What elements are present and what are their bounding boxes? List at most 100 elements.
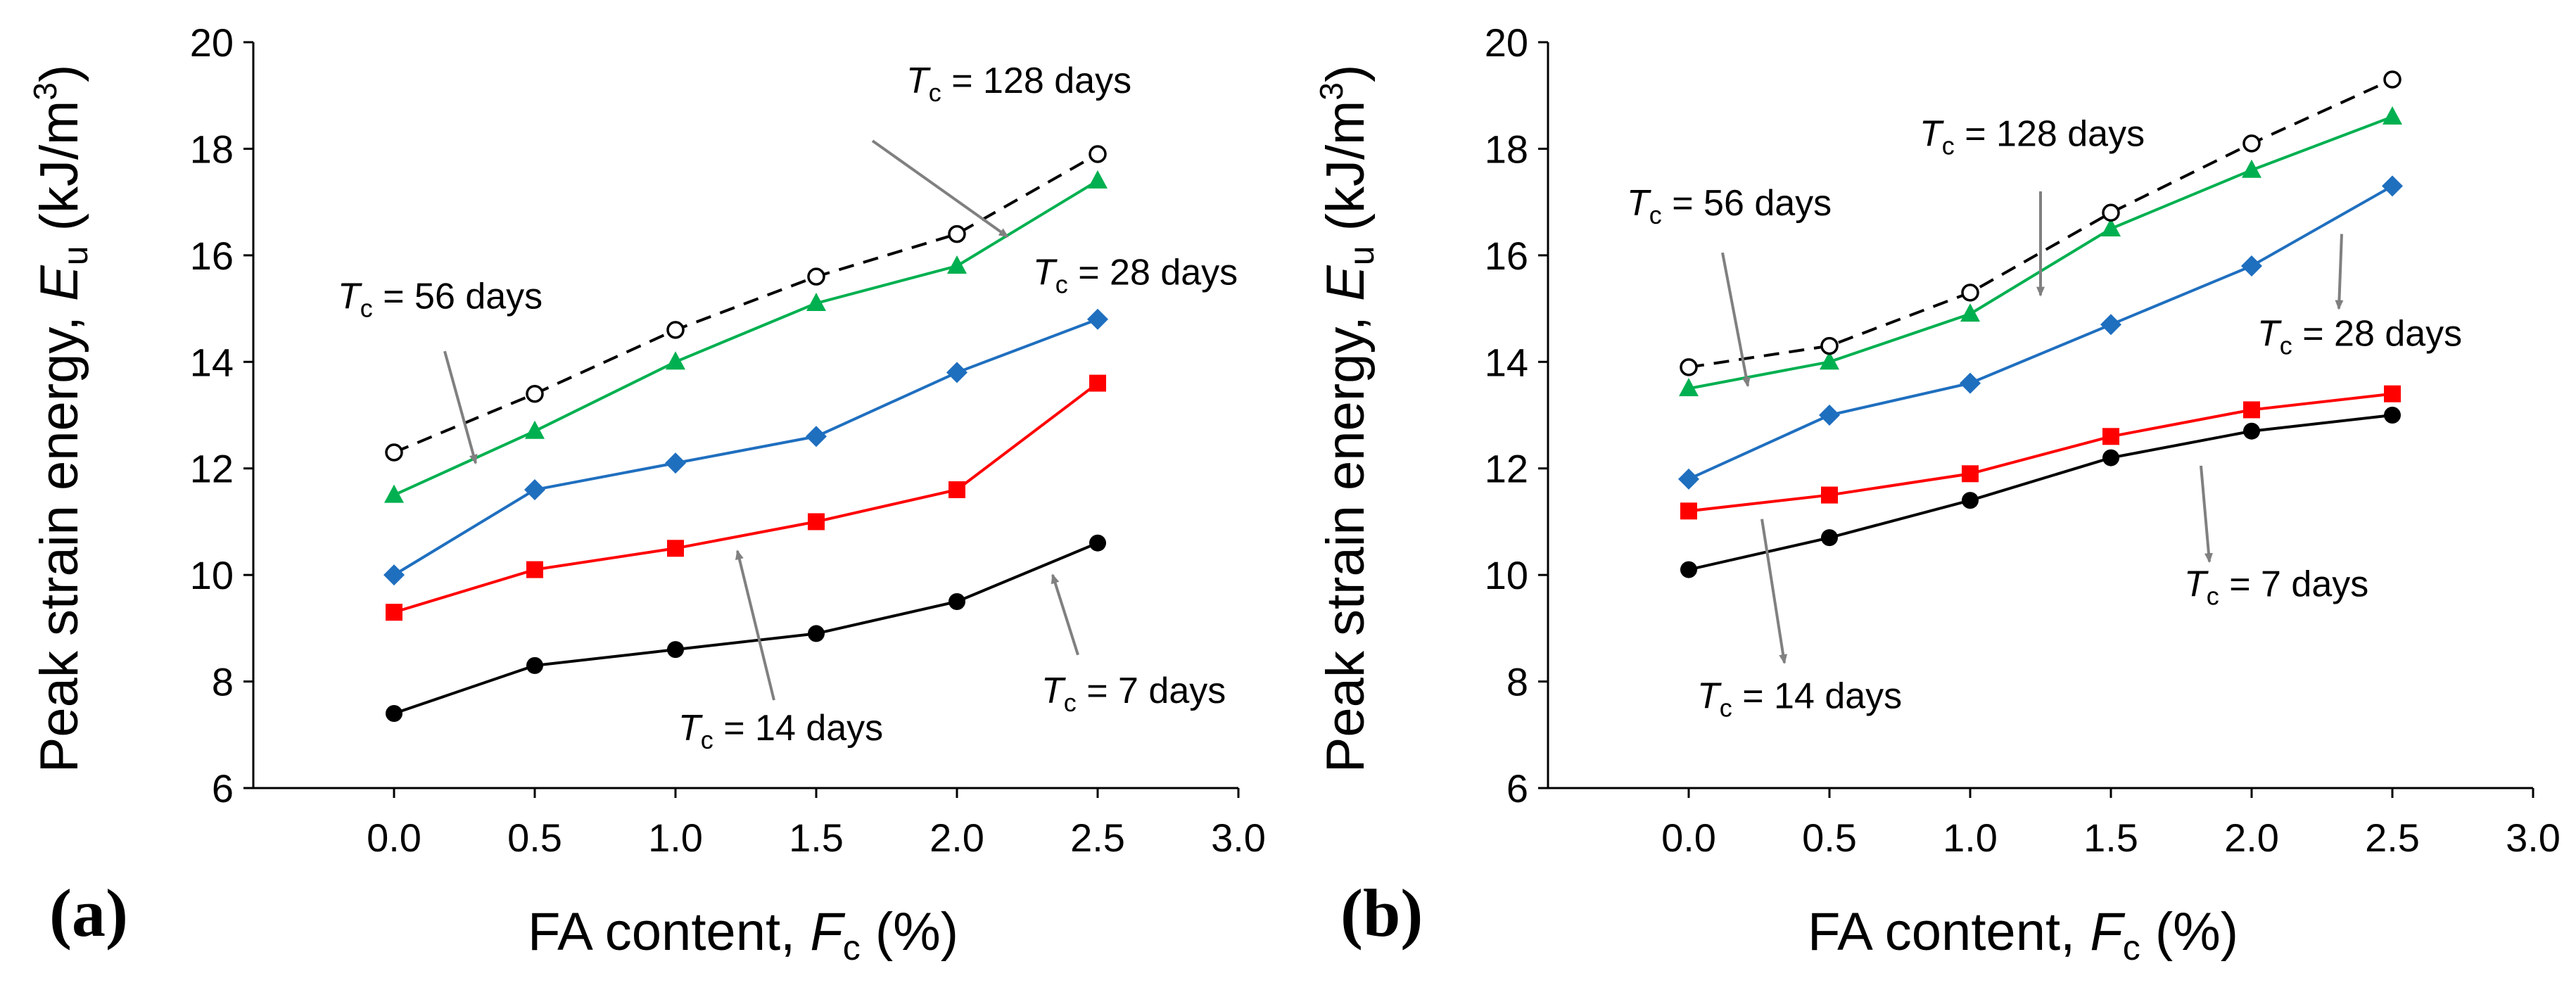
data-point-t14 — [2102, 428, 2119, 445]
data-point-t7 — [1680, 561, 1697, 578]
plot-layer-b: 6 8 10 12 14 16 18 20 0.0 0.5 1.0 1.5 2.0 2.5 3.0 Tc = … — [1485, 20, 2561, 860]
annotation-label: Tc = 7 days — [2184, 564, 2368, 610]
annotation-label: Tc = 7 days — [1041, 671, 1226, 717]
annotation-arrow — [735, 550, 775, 701]
data-point-t128 — [1089, 145, 1107, 163]
data-point-t28 — [2382, 175, 2403, 197]
data-point-t28 — [2241, 255, 2262, 277]
x-tick-label: 2.0 — [929, 816, 984, 860]
data-point-t7 — [2243, 422, 2260, 440]
data-point-t14 — [1821, 486, 1838, 504]
x-tick-label: 0.5 — [507, 816, 562, 860]
annotation: Tc = 28 days — [1033, 253, 1238, 299]
annotation-label: Tc = 14 days — [678, 708, 883, 754]
series-line-t14 — [393, 381, 1099, 614]
series-t128 — [1680, 70, 2401, 376]
x-tick-label: 2.0 — [2224, 816, 2279, 860]
data-point-t56 — [947, 255, 967, 274]
series-t7 — [1680, 407, 2401, 578]
data-point-t14 — [2243, 401, 2260, 419]
series-line-t28 — [393, 317, 1098, 576]
data-point-t56 — [1088, 170, 1108, 189]
y-tick-label: 6 — [212, 766, 234, 811]
series-line-t56 — [393, 179, 1099, 497]
y-axis-title-a: Peak strain energy, Eu (kJ/m3) — [27, 65, 95, 773]
series-t28 — [1678, 175, 2403, 490]
data-point-t28 — [1819, 405, 1840, 426]
y-tick-label: 8 — [1506, 660, 1528, 704]
annotation-label: Tc = 128 days — [906, 61, 1131, 107]
data-point-t128 — [2102, 203, 2120, 222]
y-tick-label: 14 — [190, 340, 234, 384]
data-point-t56 — [806, 293, 826, 311]
series-line-t28 — [1688, 184, 2393, 481]
annotation-arrow — [1051, 573, 1079, 656]
annotation: Tc = 14 days — [678, 550, 883, 754]
y-tick-label: 18 — [190, 127, 234, 171]
panel-label-b: (b) — [1340, 875, 1423, 951]
data-point-t28 — [665, 452, 686, 474]
data-point-t128 — [385, 443, 403, 462]
data-point-t14 — [2384, 385, 2401, 402]
data-point-t7 — [667, 641, 684, 659]
plot-layer-a: 6 8 10 12 14 16 18 20 0.0 0.5 1.0 1.5 2.0 2.5 3.0 Tc = … — [190, 20, 1266, 860]
data-point-t56 — [1679, 378, 1699, 397]
data-point-t128 — [948, 224, 966, 243]
data-point-t14 — [808, 513, 825, 531]
data-point-t28 — [2100, 314, 2121, 336]
x-tick-label: 1.0 — [648, 816, 703, 860]
annotation: Tc = 14 days — [1697, 519, 1902, 722]
series-line-t14 — [1688, 392, 2393, 513]
data-point-t128 — [2242, 134, 2261, 153]
series-t14 — [1680, 385, 2401, 520]
y-tick-label: 20 — [190, 20, 234, 65]
x-tick-label: 0.0 — [1661, 816, 1716, 860]
y-tick-label: 20 — [1485, 20, 1528, 65]
data-point-t128 — [1820, 336, 1839, 355]
data-point-t14 — [1089, 374, 1106, 392]
data-point-t56 — [384, 484, 404, 503]
annotation-arrow — [2200, 465, 2213, 564]
annotation-arrow — [2335, 234, 2344, 310]
data-point-t56 — [2383, 106, 2402, 125]
data-point-t128 — [2383, 70, 2401, 89]
data-point-t14 — [667, 540, 684, 557]
y-tick-label: 10 — [190, 553, 234, 597]
data-point-t14 — [1962, 465, 1979, 483]
data-point-t7 — [1089, 534, 1106, 552]
annotation: Tc = 28 days — [2257, 234, 2462, 360]
series-line-t128 — [1688, 78, 2393, 369]
data-point-t128 — [1961, 284, 1979, 302]
x-tick-label: 3.0 — [1211, 816, 1266, 860]
y-tick-label: 16 — [1485, 234, 1528, 278]
series-t56 — [384, 170, 1108, 503]
data-point-t128 — [666, 321, 685, 339]
data-point-t14 — [386, 604, 402, 621]
annotation-arrow — [871, 139, 1009, 238]
annotation-label: Tc = 56 days — [338, 277, 543, 323]
data-point-t7 — [808, 625, 825, 642]
data-point-t128 — [807, 267, 825, 286]
data-point-t56 — [2242, 159, 2261, 178]
annotation-label: Tc = 128 days — [1920, 114, 2145, 160]
series-line-t7 — [1688, 414, 2393, 571]
y-tick-label: 6 — [1506, 766, 1528, 811]
annotation-label: Tc = 28 days — [1033, 253, 1238, 299]
panel-label-a: (a) — [49, 875, 128, 951]
chart-panel-a: 6 8 10 12 14 16 18 20 0.0 0.5 1.0 1.5 2.0 2.5 3.0 Tc = … — [27, 20, 1266, 967]
annotation: Tc = 128 days — [871, 61, 1131, 238]
data-point-t56 — [666, 351, 685, 370]
data-point-t56 — [525, 420, 545, 439]
series-t28 — [383, 308, 1108, 586]
x-tick-label: 1.0 — [1943, 816, 1998, 860]
data-point-t28 — [806, 426, 827, 448]
annotation: Tc = 7 days — [1041, 573, 1226, 717]
y-tick-label: 18 — [1485, 127, 1528, 171]
data-point-t28 — [1678, 468, 1699, 490]
data-point-t14 — [1680, 502, 1697, 520]
series-t7 — [386, 534, 1106, 722]
annotation-arrow — [1760, 519, 1788, 665]
data-point-t56 — [1820, 351, 1839, 370]
series-line-t128 — [393, 153, 1098, 454]
